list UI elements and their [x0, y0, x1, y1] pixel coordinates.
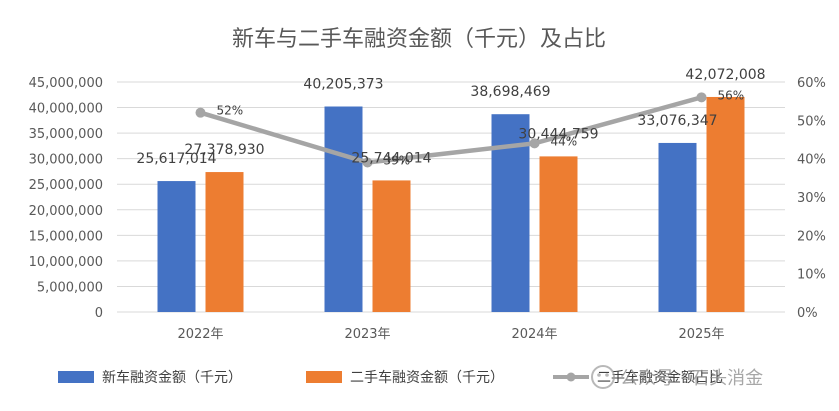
bar-value-label: 40,205,373: [303, 77, 383, 93]
left-tick-label: 5,000,000: [37, 280, 103, 295]
line-series-path: [199, 95, 703, 165]
right-axis-ticks: 0% 10% 20% 30% 40% 50% 60%: [797, 76, 826, 321]
bar-value-label: 38,698,469: [470, 84, 550, 100]
category-label: 2022年: [177, 327, 223, 342]
left-tick-label: 20,000,000: [29, 204, 103, 219]
left-tick-label: 45,000,000: [29, 76, 103, 91]
left-tick-label: 35,000,000: [29, 127, 103, 142]
line-value-label: 39%: [384, 154, 411, 168]
line-value-label: 44%: [551, 134, 578, 148]
bar-value-label: 25,617,014: [136, 151, 216, 167]
bar: [706, 96, 745, 312]
line-point: [195, 107, 206, 118]
bar-value-label: 25,744,014: [351, 150, 431, 166]
bar-value-label: 42,072,008: [685, 67, 765, 83]
bar: [658, 142, 697, 312]
left-tick-label: 0: [95, 306, 103, 321]
line-point: [362, 157, 373, 168]
left-tick-label: 30,000,000: [29, 153, 103, 168]
legend-label: 二手车融资金额（千元）: [350, 369, 504, 386]
watermark-text: 公众号 · 石头消金: [620, 368, 763, 389]
left-axis-ticks: 0 5,000,000 10,000,000 15,000,000 20,000,000…: [29, 76, 103, 321]
bar-value-label: 30,444,759: [518, 126, 598, 142]
watermark-icon-dot-left: [597, 373, 601, 377]
bar-series: [157, 96, 745, 312]
line-value-label: 56%: [718, 88, 745, 102]
watermark-icon-dot-right: [605, 373, 609, 377]
line-series: [195, 92, 707, 168]
right-tick-label: 20%: [797, 229, 826, 244]
chart-title: 新车与二手车融资金额（千元）及占比: [232, 27, 606, 52]
bar: [324, 106, 363, 312]
legend: 新车融资金额（千元） 二手车融资金额（千元） 二手车融资金额占比: [58, 369, 723, 386]
category-label: 2023年: [344, 327, 390, 342]
right-tick-label: 10%: [797, 268, 826, 283]
right-tick-label: 0%: [797, 306, 818, 321]
bar-value-label: 33,076,347: [637, 113, 717, 129]
right-tick-label: 40%: [797, 153, 826, 168]
legend-swatch: [306, 371, 342, 383]
bar: [539, 156, 578, 312]
category-labels: 2022年 2023年 2024年 2025年: [177, 327, 724, 342]
legend-label: 二手车融资金额占比: [597, 369, 723, 386]
left-tick-label: 25,000,000: [29, 178, 103, 193]
left-tick-label: 40,000,000: [29, 102, 103, 117]
bar: [205, 172, 244, 312]
left-tick-label: 15,000,000: [29, 229, 103, 244]
data-labels: 25,617,014 40,205,373 38,698,469 33,076,347…: [136, 67, 765, 168]
right-tick-label: 50%: [797, 114, 826, 129]
left-tick-label: 10,000,000: [29, 255, 103, 270]
category-label: 2025年: [678, 327, 724, 342]
watermark: 公众号 · 石头消金: [591, 365, 763, 389]
bar: [372, 180, 411, 312]
legend-swatch: [58, 371, 94, 383]
category-label: 2024年: [511, 327, 557, 342]
bar-value-label: 27,378,930: [184, 142, 264, 158]
bar: [157, 181, 196, 312]
right-tick-label: 30%: [797, 191, 826, 206]
line-value-label: 52%: [217, 104, 244, 118]
watermark-icon: [591, 365, 615, 389]
legend-label: 新车融资金额（千元）: [102, 369, 242, 386]
right-tick-label: 60%: [797, 76, 826, 91]
line-point: [529, 138, 540, 149]
line-point: [696, 92, 707, 103]
legend-marker: [566, 372, 576, 382]
